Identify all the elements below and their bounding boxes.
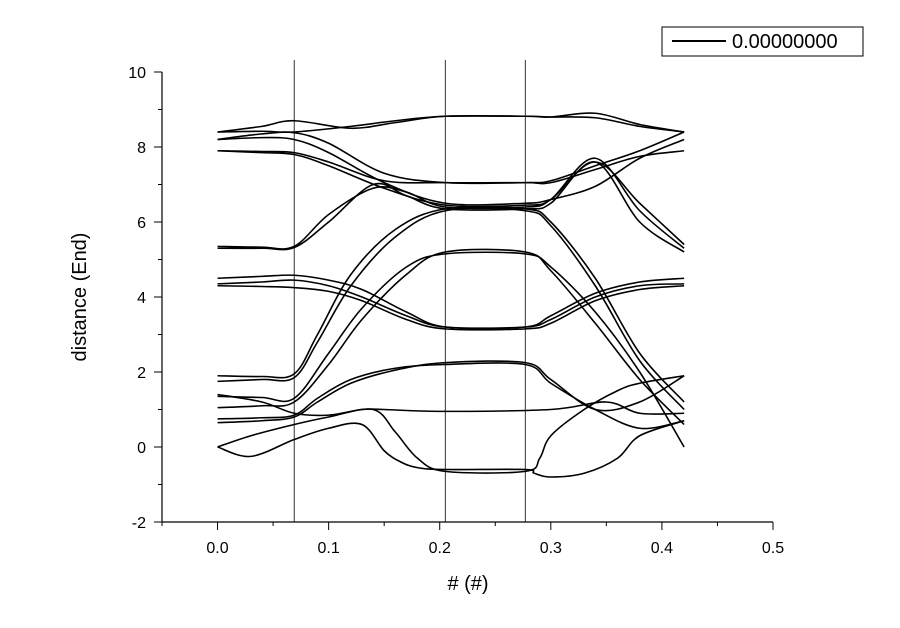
x-tick-label-0: 0.0 bbox=[206, 540, 228, 557]
series-line-8 bbox=[217, 274, 685, 330]
series-group bbox=[217, 112, 685, 478]
plot-frame bbox=[162, 72, 773, 522]
x-axis-title: # (#) bbox=[447, 573, 488, 595]
legend-box bbox=[661, 26, 864, 57]
y-tick-label-2: 2 bbox=[137, 365, 146, 382]
x-tick-label-1: 0.1 bbox=[318, 540, 340, 557]
x-tick-label-4: 0.4 bbox=[651, 540, 673, 557]
x-tick-label-5: 0.5 bbox=[762, 540, 784, 557]
y-tick-label-3: 4 bbox=[137, 290, 146, 307]
y-tick-label-5: 8 bbox=[137, 140, 146, 157]
series-line-5 bbox=[217, 149, 685, 246]
legend: 0.00000000 bbox=[661, 26, 864, 57]
y-tick-label-4: 6 bbox=[137, 215, 146, 232]
series-line-14 bbox=[217, 248, 685, 426]
y-tick-label-1: 0 bbox=[137, 440, 146, 457]
x-tick-label-2: 0.2 bbox=[429, 540, 451, 557]
series-line-7 bbox=[217, 161, 685, 253]
x-axis: 0.0 0.1 0.2 0.3 0.4 0.5 bbox=[161, 521, 784, 557]
legend-entry-0: 0.00000000 bbox=[732, 31, 838, 53]
series-line-17 bbox=[217, 419, 685, 478]
series-line-6 bbox=[217, 157, 685, 250]
y-tick-label-6: 10 bbox=[128, 65, 146, 82]
y-tick-label-0: -2 bbox=[132, 515, 146, 532]
series-line-4 bbox=[217, 149, 685, 185]
series-line-3 bbox=[217, 136, 685, 206]
x-tick-label-3: 0.3 bbox=[540, 540, 562, 557]
series-line-16 bbox=[217, 362, 685, 430]
series-line-1 bbox=[217, 114, 685, 133]
series-line-11 bbox=[217, 205, 685, 403]
y-axis: -2 0 2 4 6 8 10 bbox=[128, 65, 163, 532]
series-line-18 bbox=[217, 374, 685, 474]
series-line-12 bbox=[217, 207, 685, 411]
series-line-19 bbox=[217, 393, 685, 417]
plot-area bbox=[162, 60, 773, 522]
series-line-9 bbox=[217, 279, 685, 329]
series-line-10 bbox=[217, 284, 685, 331]
y-axis-title: distance (End) bbox=[69, 233, 91, 362]
